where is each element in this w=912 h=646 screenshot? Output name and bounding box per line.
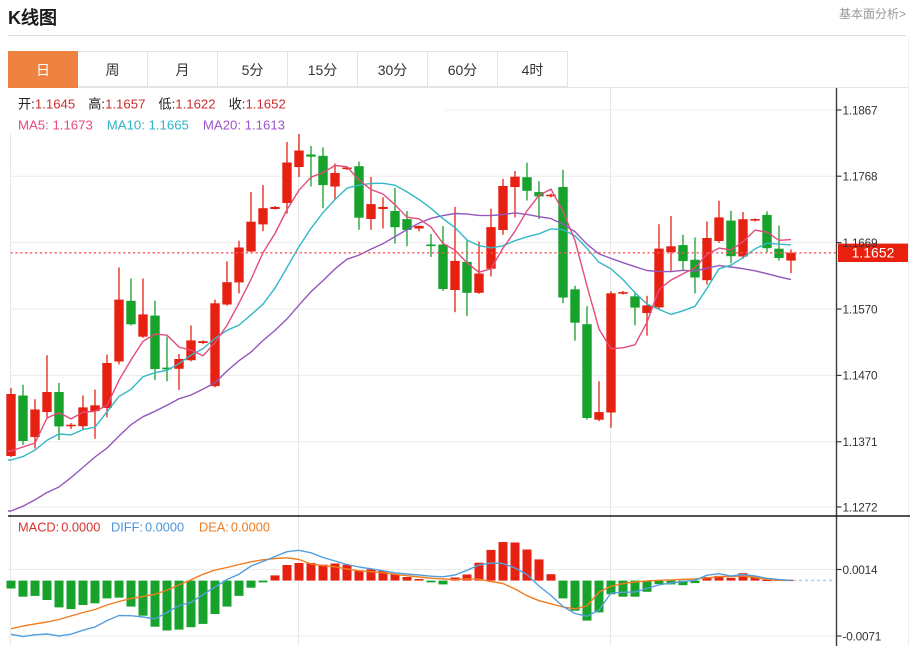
- svg-text:1.1470: 1.1470: [843, 369, 879, 383]
- svg-text:1.1272: 1.1272: [843, 500, 878, 514]
- svg-text:1.1867: 1.1867: [843, 103, 878, 117]
- svg-text:1.1652: 1.1652: [852, 245, 895, 261]
- svg-text:1.1768: 1.1768: [843, 170, 879, 184]
- svg-text:1.1669: 1.1669: [843, 236, 878, 250]
- svg-text:-0.0071: -0.0071: [843, 629, 882, 643]
- svg-text:1.1371: 1.1371: [843, 435, 878, 449]
- svg-text:DIFF:0.0000: DIFF: 0.0000: [111, 520, 184, 535]
- svg-text:MACD:0.0000: MACD: 0.0000: [18, 520, 100, 535]
- svg-text:1.1570: 1.1570: [843, 302, 879, 316]
- svg-text:DEA:0.0000: DEA: 0.0000: [199, 520, 270, 535]
- svg-text:0.0014: 0.0014: [843, 563, 879, 577]
